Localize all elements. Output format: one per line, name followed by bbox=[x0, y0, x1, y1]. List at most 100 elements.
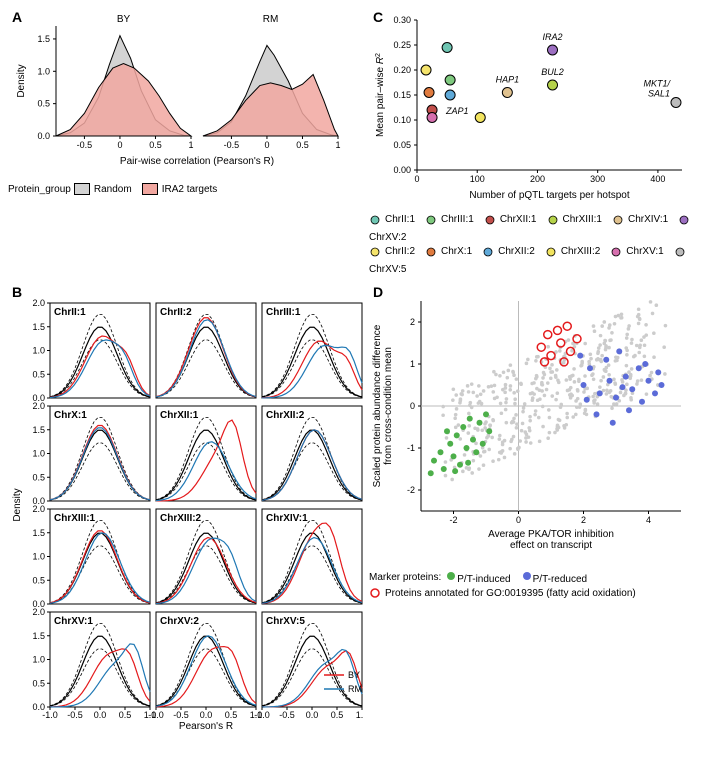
svg-text:0.5: 0.5 bbox=[149, 140, 162, 150]
svg-text:0.0: 0.0 bbox=[37, 131, 50, 141]
svg-text:ChrXII:1: ChrXII:1 bbox=[160, 410, 199, 421]
svg-text:100: 100 bbox=[470, 174, 485, 184]
svg-text:-1: -1 bbox=[407, 443, 415, 453]
svg-text:1.5: 1.5 bbox=[32, 322, 45, 332]
svg-text:Pair-wise correlation (Pearson: Pair-wise correlation (Pearson's R) bbox=[120, 156, 274, 167]
annotation-text: Proteins annotated for GO:0019395 (fatty… bbox=[385, 588, 636, 599]
svg-text:D: D bbox=[373, 284, 383, 300]
panel-a: A-0.500.510.00.51.01.5BY-0.500.51RMPair-… bbox=[8, 8, 363, 277]
svg-text:B: B bbox=[12, 284, 22, 300]
svg-text:0.15: 0.15 bbox=[393, 90, 411, 100]
panel-a-legend: Protein_group RandomIRA2 targets bbox=[8, 183, 363, 195]
svg-text:2: 2 bbox=[410, 317, 415, 327]
svg-text:ChrXIII:1: ChrXIII:1 bbox=[54, 513, 96, 524]
svg-text:Density: Density bbox=[12, 488, 23, 521]
svg-text:-1.0: -1.0 bbox=[148, 710, 164, 720]
svg-text:0: 0 bbox=[516, 515, 521, 525]
svg-text:0.5: 0.5 bbox=[32, 575, 45, 585]
svg-text:1.5: 1.5 bbox=[32, 631, 45, 641]
svg-text:0: 0 bbox=[414, 174, 419, 184]
svg-text:BY: BY bbox=[348, 670, 360, 680]
svg-text:ChrII:2: ChrII:2 bbox=[160, 307, 192, 318]
panel-c-svg: C01002003004000.000.050.100.150.200.250.… bbox=[369, 8, 699, 208]
panel-d-legend: Marker proteins: P/T-inducedP/T-reduced … bbox=[369, 570, 699, 599]
svg-text:0.5: 0.5 bbox=[32, 369, 45, 379]
svg-text:IRA2: IRA2 bbox=[543, 32, 563, 42]
svg-text:C: C bbox=[373, 9, 383, 25]
svg-text:0.0: 0.0 bbox=[200, 710, 213, 720]
svg-text:ChrXV:1: ChrXV:1 bbox=[54, 616, 93, 627]
svg-text:0: 0 bbox=[264, 140, 269, 150]
svg-text:ChrII:1: ChrII:1 bbox=[54, 307, 86, 318]
svg-text:0.5: 0.5 bbox=[296, 140, 309, 150]
panel-a-svg: A-0.500.510.00.51.01.5BY-0.500.51RMPair-… bbox=[8, 8, 363, 178]
svg-text:ChrX:1: ChrX:1 bbox=[54, 410, 87, 421]
svg-text:2.0: 2.0 bbox=[32, 298, 45, 308]
panel-b: B ChrII:1 0.0 0.5 1.0 1.5 2.0 ChrII:2 ChrIII:1 Ch… bbox=[8, 283, 363, 766]
svg-text:300: 300 bbox=[590, 174, 605, 184]
svg-text:ChrXV:5: ChrXV:5 bbox=[266, 616, 305, 627]
svg-text:-0.5: -0.5 bbox=[224, 140, 240, 150]
svg-text:0.0: 0.0 bbox=[32, 702, 45, 712]
svg-text:Number of pQTL targets per hot: Number of pQTL targets per hotspot bbox=[469, 190, 629, 201]
panel-c: C01002003004000.000.050.100.150.200.250.… bbox=[369, 8, 699, 277]
svg-text:BUL2: BUL2 bbox=[541, 67, 564, 77]
svg-text:ChrXIII:2: ChrXIII:2 bbox=[160, 513, 202, 524]
svg-text:1: 1 bbox=[410, 359, 415, 369]
svg-text:MKT1/: MKT1/ bbox=[643, 79, 671, 89]
svg-text:0.5: 0.5 bbox=[119, 710, 132, 720]
legend-title-a: Protein_group bbox=[8, 184, 71, 195]
svg-text:1: 1 bbox=[335, 140, 340, 150]
svg-text:0.10: 0.10 bbox=[393, 115, 411, 125]
svg-text:Density: Density bbox=[16, 64, 27, 97]
svg-text:SAL1: SAL1 bbox=[648, 89, 670, 99]
svg-text:0: 0 bbox=[117, 140, 122, 150]
svg-text:0.00: 0.00 bbox=[393, 165, 411, 175]
svg-text:0.5: 0.5 bbox=[32, 472, 45, 482]
svg-text:400: 400 bbox=[650, 174, 665, 184]
svg-text:0.25: 0.25 bbox=[393, 40, 411, 50]
svg-text:0.5: 0.5 bbox=[225, 710, 238, 720]
svg-text:1.0: 1.0 bbox=[32, 655, 45, 665]
svg-text:0: 0 bbox=[410, 401, 415, 411]
svg-text:1.0: 1.0 bbox=[32, 552, 45, 562]
svg-text:-2: -2 bbox=[407, 485, 415, 495]
svg-text:-0.5: -0.5 bbox=[279, 710, 295, 720]
svg-text:0.30: 0.30 bbox=[393, 15, 411, 25]
svg-text:1.0: 1.0 bbox=[37, 66, 50, 76]
svg-text:1.5: 1.5 bbox=[32, 425, 45, 435]
svg-text:2: 2 bbox=[581, 515, 586, 525]
svg-text:1.0: 1.0 bbox=[356, 710, 363, 720]
svg-text:ChrXV:2: ChrXV:2 bbox=[160, 616, 199, 627]
svg-text:-2: -2 bbox=[449, 515, 457, 525]
svg-text:2.0: 2.0 bbox=[32, 401, 45, 411]
svg-text:Pearson's R: Pearson's R bbox=[179, 721, 233, 732]
svg-text:RM: RM bbox=[348, 684, 362, 694]
svg-text:A: A bbox=[12, 9, 22, 25]
svg-text:Scaled protein abundance diffe: Scaled protein abundance differencefrom … bbox=[372, 324, 394, 487]
svg-text:1.0: 1.0 bbox=[32, 449, 45, 459]
svg-text:Mean pair–wise R2: Mean pair–wise R2 bbox=[375, 53, 387, 137]
svg-text:0.05: 0.05 bbox=[393, 140, 411, 150]
svg-text:0.0: 0.0 bbox=[306, 710, 319, 720]
svg-text:0.5: 0.5 bbox=[32, 678, 45, 688]
svg-text:-0.5: -0.5 bbox=[173, 710, 189, 720]
svg-text:ChrXII:2: ChrXII:2 bbox=[266, 410, 305, 421]
svg-text:ChrIII:1: ChrIII:1 bbox=[266, 307, 301, 318]
svg-text:0.5: 0.5 bbox=[331, 710, 344, 720]
svg-text:Average PKA/TOR inhibition: Average PKA/TOR inhibition bbox=[488, 529, 614, 540]
svg-text:-0.5: -0.5 bbox=[67, 710, 83, 720]
svg-text:200: 200 bbox=[530, 174, 545, 184]
legend-title-d: Marker proteins: bbox=[369, 572, 441, 583]
panel-b-svg: B ChrII:1 0.0 0.5 1.0 1.5 2.0 ChrII:2 ChrIII:1 Ch… bbox=[8, 283, 363, 763]
svg-text:0.5: 0.5 bbox=[37, 99, 50, 109]
panel-d: D-2024-2-1012Average PKA/TOR inhibitione… bbox=[369, 283, 699, 766]
svg-text:-1.0: -1.0 bbox=[254, 710, 270, 720]
svg-text:1.0: 1.0 bbox=[32, 346, 45, 356]
svg-text:BY: BY bbox=[117, 14, 131, 25]
svg-text:ChrXIV:1: ChrXIV:1 bbox=[266, 513, 308, 524]
svg-text:RM: RM bbox=[263, 14, 279, 25]
panel-c-legend: ChrII:1ChrIII:1ChrXII:1ChrXIII:1ChrXIV:1… bbox=[369, 213, 699, 277]
svg-text:ZAP1: ZAP1 bbox=[445, 106, 469, 116]
red-open-icon bbox=[369, 587, 381, 599]
